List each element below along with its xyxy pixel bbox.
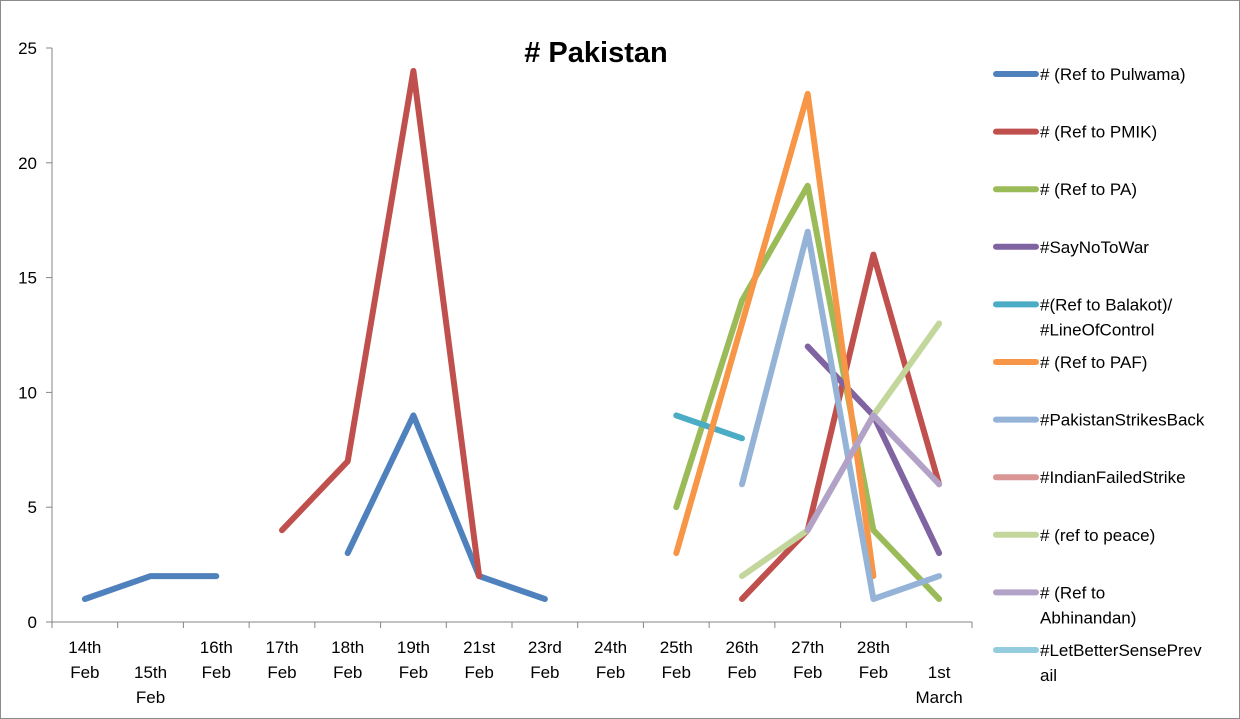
x-tick-label-line: Feb bbox=[859, 663, 888, 682]
legend-label: # (Ref to PAF) bbox=[1040, 353, 1147, 372]
series-line-0 bbox=[344, 412, 548, 602]
x-tick-label: 21st Feb bbox=[463, 638, 495, 682]
legend-label: # (Ref to Pulwama) bbox=[1040, 65, 1186, 84]
y-tick-label: 20 bbox=[18, 154, 37, 173]
legend-label-line: Abhinandan) bbox=[1040, 608, 1136, 627]
series-line-0 bbox=[81, 573, 220, 602]
x-tick-label-line: Feb bbox=[596, 663, 625, 682]
x-tick-label-line: Feb bbox=[793, 663, 822, 682]
x-tick-label: 28th Feb bbox=[857, 638, 890, 682]
series-line-1 bbox=[279, 68, 483, 580]
x-tick-label: 17th Feb bbox=[265, 638, 298, 682]
legend-label-line: #LineOfControl bbox=[1040, 320, 1154, 339]
x-tick-label-line: March bbox=[916, 688, 963, 707]
legend-label: #LetBetterSensePrev ail bbox=[1040, 641, 1202, 685]
legend-label: #(Ref to Balakot)/ #LineOfControl bbox=[1040, 295, 1173, 339]
x-tick-label: 1st March bbox=[916, 663, 963, 707]
legend-label-line: #PakistanStrikesBack bbox=[1040, 411, 1205, 430]
x-tick-label-line: 15th bbox=[134, 663, 167, 682]
x-tick-label-line: 17th bbox=[265, 638, 298, 657]
legend-label: # (ref to peace) bbox=[1040, 526, 1155, 545]
x-tick-label-line: 24th bbox=[594, 638, 627, 657]
legend-label-line: #(Ref to Balakot)/ bbox=[1040, 295, 1173, 314]
x-tick-label-line: 23rd bbox=[528, 638, 562, 657]
legend-label: # (Ref to Abhinandan) bbox=[1040, 583, 1136, 627]
x-tick-label-line: 28th bbox=[857, 638, 890, 657]
y-tick-label: 10 bbox=[18, 383, 37, 402]
x-tick-label-line: Feb bbox=[202, 663, 231, 682]
x-tick-label: 25th Feb bbox=[660, 638, 693, 682]
series-line-5 bbox=[673, 90, 877, 580]
legend: # (Ref to Pulwama) # (Ref to PMIK) # (Ref … bbox=[993, 65, 1205, 685]
legend-label: # (Ref to PMIK) bbox=[1040, 123, 1157, 142]
y-tick-label: 25 bbox=[18, 39, 37, 58]
y-tick-label: 5 bbox=[28, 498, 37, 517]
x-tick-label: 18th Feb bbox=[331, 638, 364, 682]
x-tick-label: 19th Feb bbox=[397, 638, 430, 682]
x-tick-label: 23rd Feb bbox=[528, 638, 562, 682]
x-tick-label-line: 18th bbox=[331, 638, 364, 657]
x-tick-label-line: Feb bbox=[464, 663, 493, 682]
x-tick-label: 15th Feb bbox=[134, 663, 167, 707]
x-tick-label-line: Feb bbox=[70, 663, 99, 682]
x-tick-label: 27th Feb bbox=[791, 638, 824, 682]
y-tick-label: 15 bbox=[18, 269, 37, 288]
legend-label: #IndianFailedStrike bbox=[1040, 468, 1186, 487]
x-tick-label-line: Feb bbox=[136, 688, 165, 707]
series-line-9 bbox=[804, 412, 943, 534]
series-line-4 bbox=[673, 412, 745, 442]
legend-label: # (Ref to PA) bbox=[1040, 180, 1137, 199]
x-tick-label-line: 25th bbox=[660, 638, 693, 657]
x-tick-label-line: 14th bbox=[68, 638, 101, 657]
x-tick-label-line: Feb bbox=[530, 663, 559, 682]
series-line-2 bbox=[673, 182, 943, 602]
legend-label-line: # (ref to peace) bbox=[1040, 526, 1155, 545]
legend-label-line: ail bbox=[1040, 666, 1057, 685]
series-layer bbox=[81, 68, 943, 602]
x-tick-label-line: 21st bbox=[463, 638, 495, 657]
chart-title: # Pakistan bbox=[524, 37, 667, 69]
legend-label-line: #IndianFailedStrike bbox=[1040, 468, 1186, 487]
legend-label: #PakistanStrikesBack bbox=[1040, 411, 1205, 430]
x-tick-label-line: 16th bbox=[200, 638, 233, 657]
legend-label-line: #SayNoToWar bbox=[1040, 238, 1149, 257]
x-tick-label: 14th Feb bbox=[68, 638, 101, 682]
x-tick-label-line: Feb bbox=[662, 663, 691, 682]
x-tick-label-line: Feb bbox=[727, 663, 756, 682]
x-tick-label-line: 19th bbox=[397, 638, 430, 657]
x-tick-label-line: Feb bbox=[333, 663, 362, 682]
legend-label-line: # (Ref to bbox=[1040, 583, 1105, 602]
legend-label-line: # (Ref to PAF) bbox=[1040, 353, 1147, 372]
x-tick-label-line: Feb bbox=[399, 663, 428, 682]
legend-label-line: # (Ref to PA) bbox=[1040, 180, 1137, 199]
x-tick-label: 24th Feb bbox=[594, 638, 627, 682]
series-line-6 bbox=[739, 228, 943, 602]
legend-label: #SayNoToWar bbox=[1040, 238, 1149, 257]
legend-label-line: # (Ref to Pulwama) bbox=[1040, 65, 1186, 84]
legend-label-line: # (Ref to PMIK) bbox=[1040, 123, 1157, 142]
y-tick-label: 0 bbox=[28, 613, 37, 632]
x-tick-label-line: 1st bbox=[928, 663, 951, 682]
x-tick-label: 16th Feb bbox=[200, 638, 233, 682]
x-tick-label-line: 26th bbox=[725, 638, 758, 657]
x-tick-label-line: 27th bbox=[791, 638, 824, 657]
x-tick-label: 26th Feb bbox=[725, 638, 758, 682]
legend-label-line: #LetBetterSensePrev bbox=[1040, 641, 1202, 660]
x-tick-label-line: Feb bbox=[267, 663, 296, 682]
